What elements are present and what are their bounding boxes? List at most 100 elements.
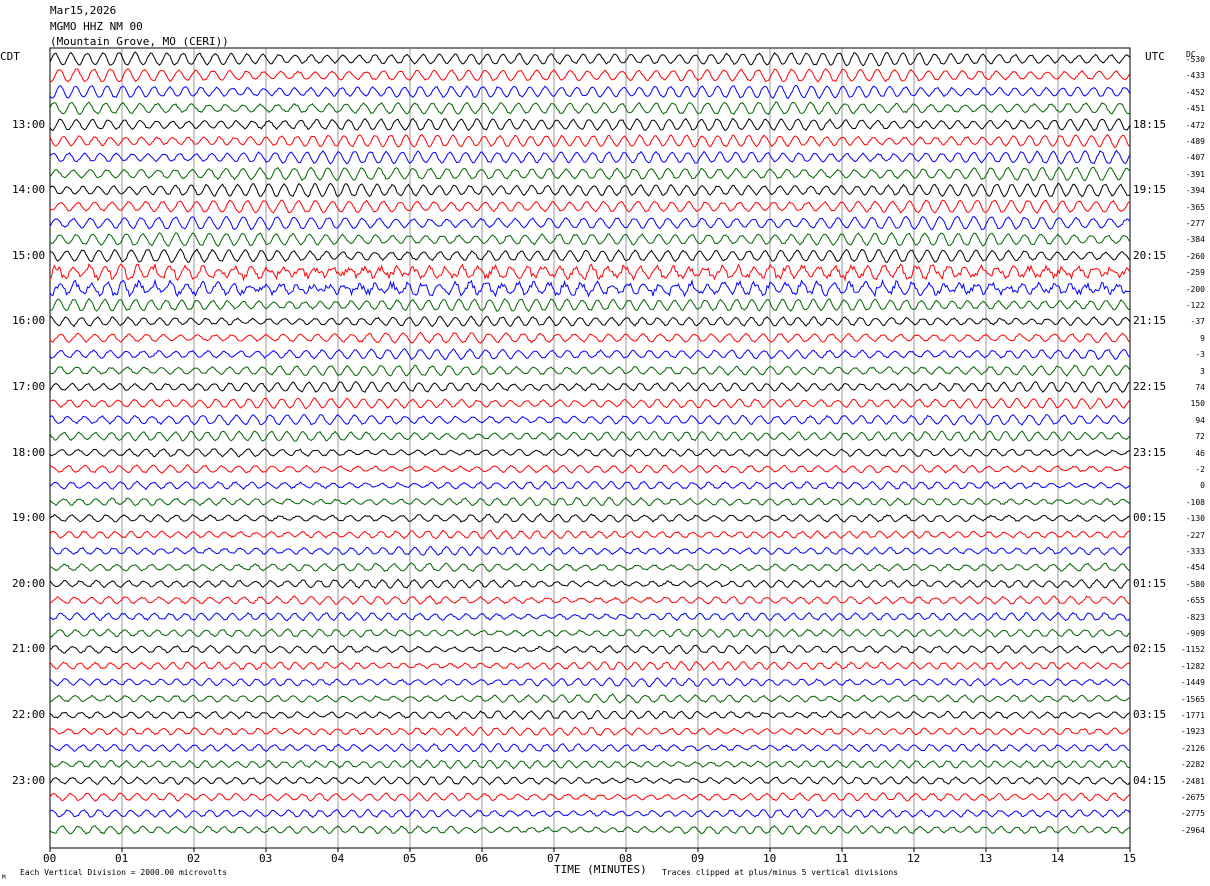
trace-line-19 (49, 348, 1131, 361)
x-tick-label: 13 (979, 852, 993, 865)
dc-offset-label: -407 (1185, 153, 1205, 163)
dc-offset-label: -384 (1185, 235, 1205, 245)
right-time-label: 22:15 (1133, 380, 1167, 393)
station-location: (Mountain Grove, MO (CERI)) (50, 35, 229, 48)
clip-note: Traces clipped at plus/minus 5 vertical … (662, 868, 899, 877)
dc-offset-label: -1449 (1180, 678, 1205, 688)
dc-column-label: DC (1186, 50, 1196, 59)
dc-offset-label: -259 (1185, 268, 1205, 278)
dc-offset-label: 3 (1200, 366, 1205, 376)
right-time-label: 18:15 (1133, 117, 1167, 131)
trace-line-24 (49, 430, 1131, 442)
right-time-label: 00:15 (1133, 511, 1167, 525)
dc-offset-label: -2481 (1180, 776, 1205, 786)
right-time-label: 03:15 (1133, 708, 1167, 721)
dc-offset-label: -2 (1195, 465, 1205, 474)
dc-offset-label: 0 (1200, 481, 1205, 491)
trace-line-33 (49, 578, 1131, 590)
plot-date: Mar15,2026 (50, 4, 117, 17)
trace-line-8 (49, 166, 1131, 182)
trace-line-13 (49, 248, 1131, 264)
right-time-label: 21:15 (1133, 314, 1167, 328)
dc-offset-label: -394 (1185, 186, 1205, 196)
right-time-label: 01:15 (1133, 576, 1167, 590)
right-time-label: 19:15 (1133, 183, 1167, 197)
left-time-label: 13:00 (12, 117, 46, 131)
x-tick-label: 15 (1123, 852, 1137, 865)
x-tick-label: 10 (763, 852, 777, 865)
right-time-label: 20:15 (1133, 248, 1167, 262)
dc-offset-label: -451 (1185, 104, 1205, 114)
trace-line-44 (49, 759, 1131, 770)
trace-line-47 (49, 808, 1131, 818)
x-tick-label: 07 (547, 852, 561, 865)
x-tick-label: 14 (1051, 852, 1065, 865)
trace-line-38 (49, 660, 1131, 671)
trace-line-43 (49, 742, 1131, 753)
dc-offset-label: -365 (1185, 202, 1205, 212)
trace-line-30 (49, 529, 1131, 540)
trace-line-4 (49, 100, 1131, 116)
trace-line-20 (49, 364, 1131, 377)
trace-line-28 (49, 496, 1131, 507)
left-time-label: 15:00 (12, 248, 46, 262)
trace-line-35 (49, 611, 1131, 622)
dc-offset-label: 72 (1195, 432, 1205, 442)
x-tick-label: 09 (691, 852, 705, 865)
left-time-label: 20:00 (12, 576, 46, 590)
trace-line-11 (49, 215, 1131, 231)
x-axis-ticks (49, 848, 1131, 852)
trace-line-34 (49, 595, 1131, 606)
dc-offset-label: -391 (1185, 169, 1205, 179)
dc-offset-label: 94 (1195, 415, 1205, 425)
dc-offset-label: -260 (1185, 251, 1205, 261)
left-time-label: 17:00 (12, 380, 46, 393)
x-tick-label: 04 (331, 852, 345, 865)
trace-line-25 (49, 447, 1131, 458)
trace-line-7 (49, 149, 1131, 165)
dc-offset-label: -489 (1185, 137, 1205, 146)
dc-offset-label: -454 (1185, 563, 1205, 573)
dc-offset-label: -580 (1185, 579, 1205, 589)
right-time-label: 23:15 (1133, 445, 1167, 459)
dc-offset-label: -823 (1185, 612, 1205, 622)
plot-frame (49, 47, 1131, 849)
corner-mark: M (2, 874, 6, 881)
dc-offset-label: -3 (1195, 350, 1205, 360)
trace-line-12 (49, 231, 1131, 247)
trace-line-15 (49, 278, 1131, 298)
x-axis-title: TIME (MINUTES) (554, 863, 647, 876)
trace-line-3 (49, 84, 1131, 100)
dc-offset-label: -277 (1185, 219, 1205, 228)
dc-offset-label: -37 (1190, 317, 1205, 327)
trace-line-32 (49, 562, 1131, 573)
trace-line-31 (49, 545, 1131, 557)
dc-offset-label: -130 (1185, 514, 1205, 524)
trace-line-23 (49, 414, 1131, 426)
trace-line-36 (49, 628, 1131, 638)
trace-line-1 (49, 51, 1131, 67)
dc-offset-label: -530 (1185, 55, 1205, 64)
dc-offset-label: -2126 (1180, 743, 1205, 753)
x-tick-label: 06 (475, 852, 489, 865)
trace-line-21 (49, 380, 1131, 394)
dc-offset-label: -2675 (1180, 793, 1205, 802)
trace-line-22 (49, 397, 1131, 410)
right-timezone-label: UTC (1145, 50, 1165, 63)
left-time-label: 22:00 (12, 708, 46, 721)
dc-offset-label: -433 (1185, 71, 1205, 81)
dc-offset-label: -2964 (1180, 825, 1205, 835)
x-tick-label: 01 (115, 852, 129, 865)
x-tick-label: 00 (43, 852, 57, 865)
trace-line-17 (50, 315, 1131, 328)
trace-line-42 (49, 726, 1131, 737)
dc-offset-label: -472 (1185, 120, 1205, 130)
dc-offset-label: 9 (1200, 333, 1205, 343)
trace-line-10 (49, 199, 1131, 215)
trace-line-29 (49, 513, 1131, 523)
left-time-label: 18:00 (12, 445, 46, 459)
dc-offset-label: -655 (1185, 596, 1205, 606)
x-tick-label: 08 (619, 852, 633, 865)
left-timezone-label: CDT (0, 50, 20, 63)
